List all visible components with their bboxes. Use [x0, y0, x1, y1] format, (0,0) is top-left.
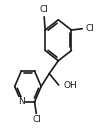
Text: Cl: Cl — [86, 24, 95, 33]
Text: OH: OH — [63, 81, 77, 89]
Text: Cl: Cl — [40, 4, 49, 14]
Text: N: N — [18, 97, 25, 106]
Text: Cl: Cl — [32, 115, 41, 124]
